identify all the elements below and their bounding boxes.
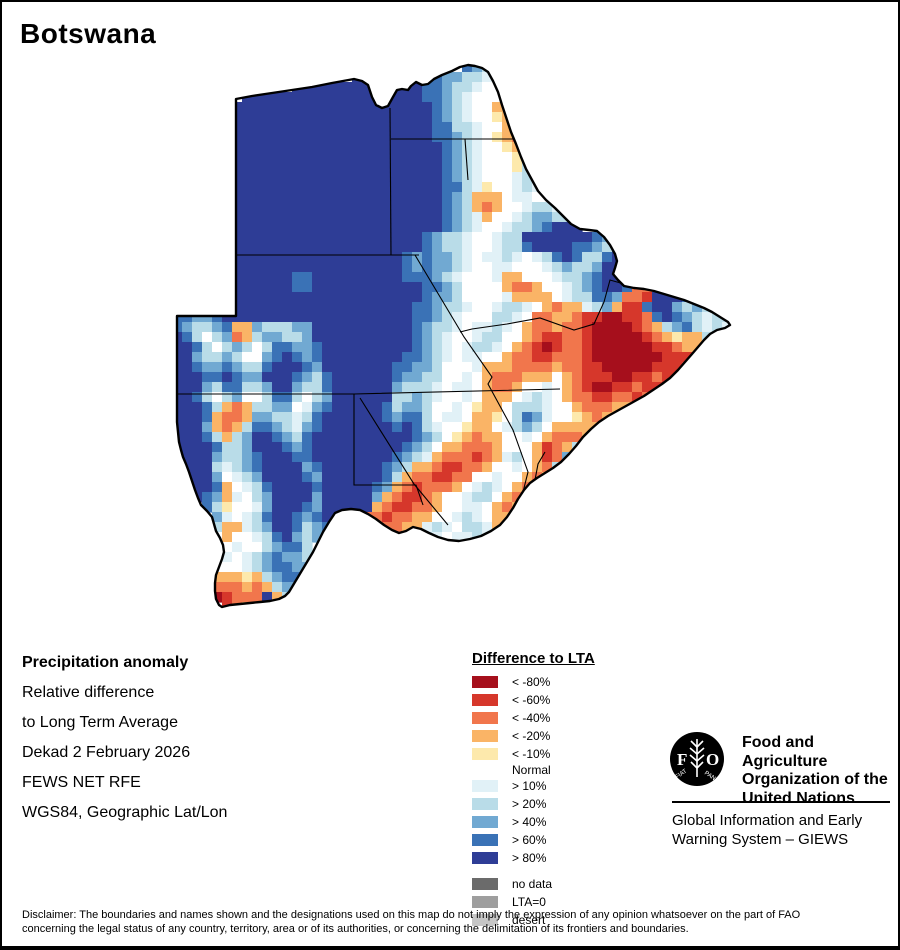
legend-label: > 10% [512, 779, 547, 793]
legend-label: < -40% [512, 711, 551, 725]
info-line-4: FEWS NET RFE [22, 774, 141, 791]
legend-item-7: > 20% [472, 795, 595, 813]
info-line-3: Dekad 2 February 2026 [22, 744, 191, 761]
legend-swatch [472, 834, 498, 846]
legend-swatch [472, 676, 498, 688]
legend-item-0: < -80% [472, 673, 595, 691]
legend-swatch [472, 798, 498, 810]
disclaimer-line-1: Disclaimer: The boundaries and names sho… [22, 909, 801, 921]
raster-layer [177, 65, 730, 607]
legend-title: Difference to LTA [472, 650, 595, 667]
disclaimer: Disclaimer: The boundaries and names sho… [22, 908, 884, 936]
legend-item-4: < -10% [472, 745, 595, 763]
legend-item-8: > 40% [472, 813, 595, 831]
fao-logo-letter-f: F [677, 750, 687, 769]
legend-item-5: Normal [472, 763, 595, 777]
info-line-2: to Long Term Average [22, 714, 178, 731]
fao-logo-letter-o: O [706, 750, 719, 769]
legend-item-10: > 80% [472, 849, 595, 867]
legend-item-13: desert [472, 911, 595, 929]
page-title: Botswana [20, 18, 157, 49]
legend-label: < -80% [512, 675, 551, 689]
legend-item-3: < -20% [472, 727, 595, 745]
fao-org-name: Food and Agriculture Organization of the U… [742, 734, 888, 807]
legend-swatch [472, 816, 498, 828]
legend-label: > 40% [512, 815, 547, 829]
legend-swatch [472, 914, 498, 926]
legend-label: Normal [512, 763, 551, 777]
legend-swatch [472, 878, 498, 890]
legend-swatch [472, 780, 498, 792]
giews-caption: Global Information and Early Warning Syst… [672, 812, 863, 848]
legend-label: no data [512, 877, 553, 891]
legend-label: > 80% [512, 851, 547, 865]
disclaimer-line-2: concerning the legal status of any count… [22, 923, 689, 935]
legend-item-6: > 10% [472, 777, 595, 795]
legend-item-1: < -60% [472, 691, 595, 709]
legend-label: < -20% [512, 729, 551, 743]
legend-items: < -80% < -60% < -40% < -20% < -10% Normal > 10… [472, 673, 595, 929]
legend-label: > 20% [512, 797, 547, 811]
info-line-1: Relative difference [22, 684, 155, 701]
info-line-5: WGS84, Geographic Lat/Lon [22, 804, 228, 821]
legend-item-11: no data [472, 875, 595, 893]
legend-label: < -60% [512, 693, 551, 707]
legend-swatch [472, 852, 498, 864]
legend-item-2: < -40% [472, 709, 595, 727]
legend-swatch [472, 896, 498, 908]
legend-swatch [472, 712, 498, 724]
map-info-block: Precipitation anomaly Relative difference… [22, 648, 227, 828]
fao-logo-icon: F O FIAT PANIS [670, 732, 724, 786]
wheat-ear-icon [689, 739, 705, 777]
legend-swatch [472, 694, 498, 706]
legend-swatch [472, 748, 498, 760]
legend-label: > 60% [512, 833, 547, 847]
legend: Difference to LTA < -80% < -60% < -40% < -2… [472, 650, 595, 929]
fao-divider [672, 801, 890, 803]
legend-label: < -10% [512, 747, 551, 761]
legend-label: LTA=0 [512, 895, 546, 909]
country-outline [175, 63, 732, 609]
legend-label: desert [512, 913, 546, 927]
info-line-0: Precipitation anomaly [22, 654, 189, 671]
legend-item-9: > 60% [472, 831, 595, 849]
district-boundaries [177, 107, 643, 526]
legend-item-12: LTA=0 [472, 893, 595, 911]
legend-swatch [472, 730, 498, 742]
